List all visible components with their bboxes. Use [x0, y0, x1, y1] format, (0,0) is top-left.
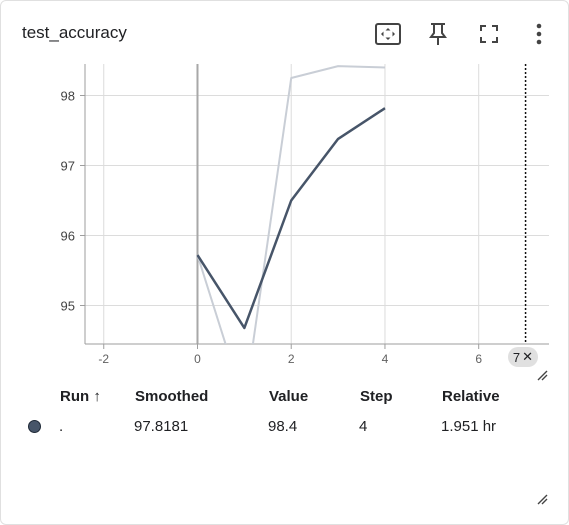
- x-tick-label: 4: [382, 352, 389, 366]
- pin-button[interactable]: [423, 19, 453, 49]
- y-tick-label: 97: [61, 159, 75, 174]
- smoothed-series-line: [196, 107, 386, 330]
- x-tick-label: 6: [475, 352, 482, 366]
- header-relative[interactable]: Relative: [442, 388, 500, 405]
- fit-domain-icon: [375, 23, 401, 45]
- more-vert-icon: [536, 23, 542, 45]
- cell-run: .: [59, 418, 64, 435]
- pin-icon: [429, 23, 447, 45]
- fit-domain-button[interactable]: [373, 19, 403, 49]
- more-menu-button[interactable]: [524, 19, 554, 49]
- cell-value: 98.4: [268, 418, 298, 435]
- x-tick-label: 2: [288, 352, 295, 366]
- y-tick-label: 98: [61, 89, 75, 104]
- y-tick-label: 95: [61, 299, 75, 314]
- fullscreen-button[interactable]: [474, 19, 504, 49]
- card-resize-handle-icon[interactable]: [536, 493, 548, 505]
- x-tick-label: -2: [98, 352, 109, 366]
- hover-step-label: 7: [512, 349, 521, 365]
- card-title: test_accuracy: [22, 23, 127, 42]
- header-value[interactable]: Value: [269, 388, 309, 405]
- header-smoothed[interactable]: Smoothed: [135, 388, 209, 405]
- cell-smoothed: 97.8181: [134, 418, 189, 435]
- close-icon: ✕: [522, 349, 534, 364]
- x-tick-label: 0: [194, 352, 201, 366]
- cell-relative: 1.951 hr: [441, 418, 497, 435]
- header-step[interactable]: Step: [360, 388, 393, 405]
- chart-resize-handle-icon[interactable]: [536, 369, 548, 381]
- y-tick-label: 96: [61, 229, 75, 244]
- raw-series-line: [196, 65, 385, 344]
- line-chart[interactable]: -2 0 2 4 6 95 96 97 98: [1, 56, 569, 386]
- fullscreen-icon: [480, 25, 498, 43]
- header-run[interactable]: Run ↑: [60, 388, 101, 405]
- run-color-dot: [28, 420, 41, 433]
- hover-step-badge[interactable]: 7 ✕: [508, 347, 538, 367]
- cell-step: 4: [359, 418, 368, 435]
